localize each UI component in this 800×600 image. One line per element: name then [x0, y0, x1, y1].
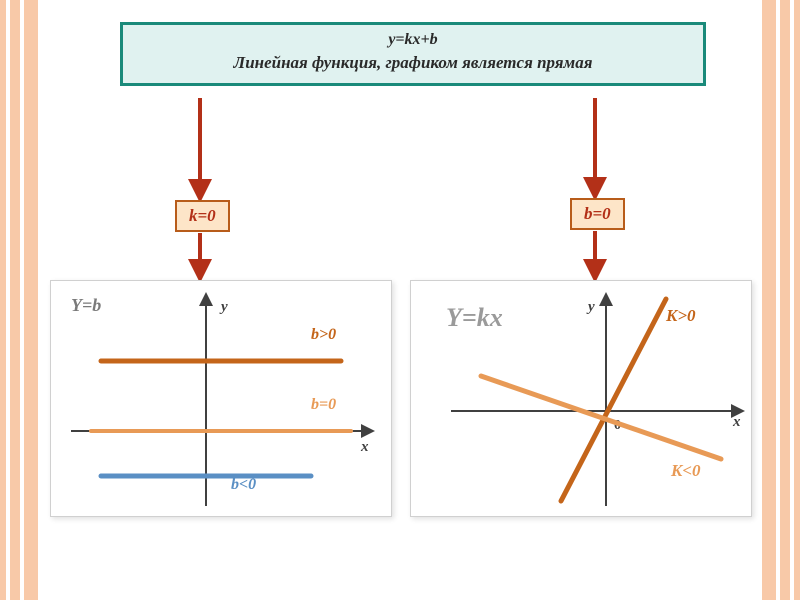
chart2-svg: Y=kxyx0K>0K<0 [411, 281, 751, 516]
cond-box-b0: b=0 [570, 198, 625, 230]
svg-text:x: x [360, 439, 369, 455]
svg-text:Y=kx: Y=kx [446, 303, 503, 332]
svg-text:b>0: b>0 [311, 326, 336, 343]
svg-text:b=0: b=0 [311, 396, 336, 413]
chart-y-equals-b: Y=b y x b>0 b=0 b<0 [50, 280, 392, 517]
svg-text:y: y [219, 299, 228, 315]
cond-left-label: k=0 [189, 206, 216, 225]
stripe-left [0, 0, 38, 600]
chart1-svg: Y=b y x b>0 b=0 b<0 [51, 281, 391, 516]
title-formula: y=kx+b [133, 31, 693, 49]
cond-box-k0: k=0 [175, 200, 230, 232]
svg-text:y: y [586, 299, 595, 315]
title-text: Линейная функция, графиком является прям… [133, 53, 693, 73]
svg-text:Y=b: Y=b [71, 295, 101, 315]
cond-right-label: b=0 [584, 204, 611, 223]
svg-text:x: x [732, 414, 741, 430]
svg-text:K<0: K<0 [670, 461, 701, 480]
stripe-right [762, 0, 800, 600]
title-box: y=kx+b Линейная функция, графиком являет… [120, 22, 706, 86]
svg-text:K>0: K>0 [665, 306, 696, 325]
svg-text:b<0: b<0 [231, 476, 256, 493]
chart-y-equals-kx: Y=kxyx0K>0K<0 [410, 280, 752, 517]
